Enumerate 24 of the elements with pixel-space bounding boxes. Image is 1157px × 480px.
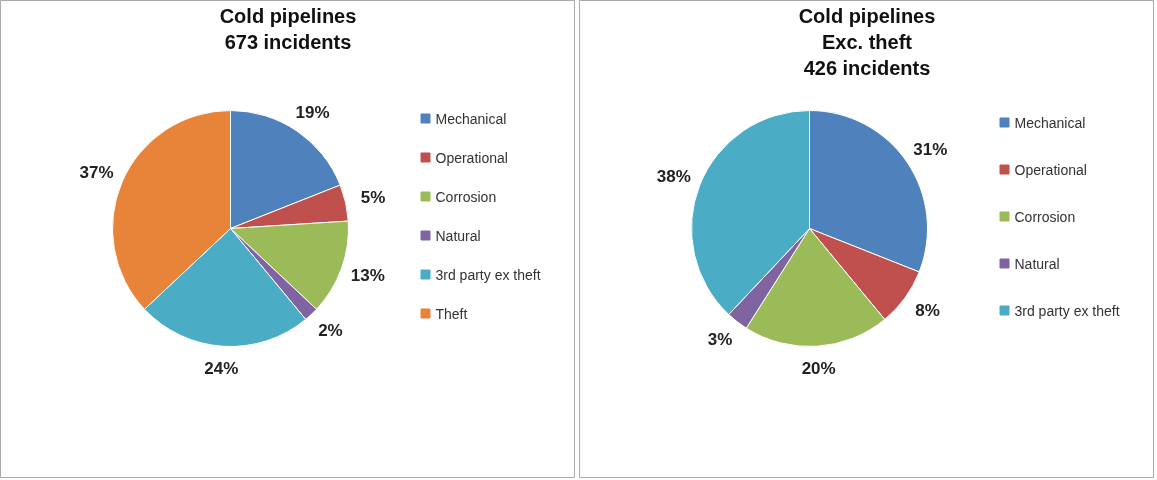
data-label: 31% <box>913 140 948 160</box>
data-label: 3% <box>707 329 733 349</box>
data-label: 24% <box>204 358 239 378</box>
legend-label: Operational <box>1014 161 1087 178</box>
legend-label: Mechanical <box>1014 114 1086 131</box>
chart-title: Cold pipelines Exc. theft 426 incidents <box>798 4 936 80</box>
legend-label: Natural <box>1014 255 1060 272</box>
data-label: 38% <box>656 167 691 187</box>
data-label: 37% <box>79 163 114 183</box>
legend-label: 3rd party ex theft <box>1014 302 1120 319</box>
legend-label: Operational <box>435 149 508 166</box>
legend-label: Natural <box>435 227 481 244</box>
data-label: 8% <box>915 301 940 321</box>
legend-label: Corrosion <box>435 188 497 205</box>
data-label: 5% <box>360 188 386 208</box>
chart-title: Cold pipelines 673 incidents <box>219 4 357 53</box>
data-label: 13% <box>350 266 385 286</box>
legend-label: 3rd party ex theft <box>435 266 541 283</box>
legend-label: Mechanical <box>435 110 507 127</box>
data-label: 19% <box>295 103 330 123</box>
legend-label: Theft <box>435 305 468 322</box>
data-label: 2% <box>318 321 343 341</box>
data-label: 20% <box>801 358 836 378</box>
legend-label: Corrosion <box>1014 208 1076 225</box>
